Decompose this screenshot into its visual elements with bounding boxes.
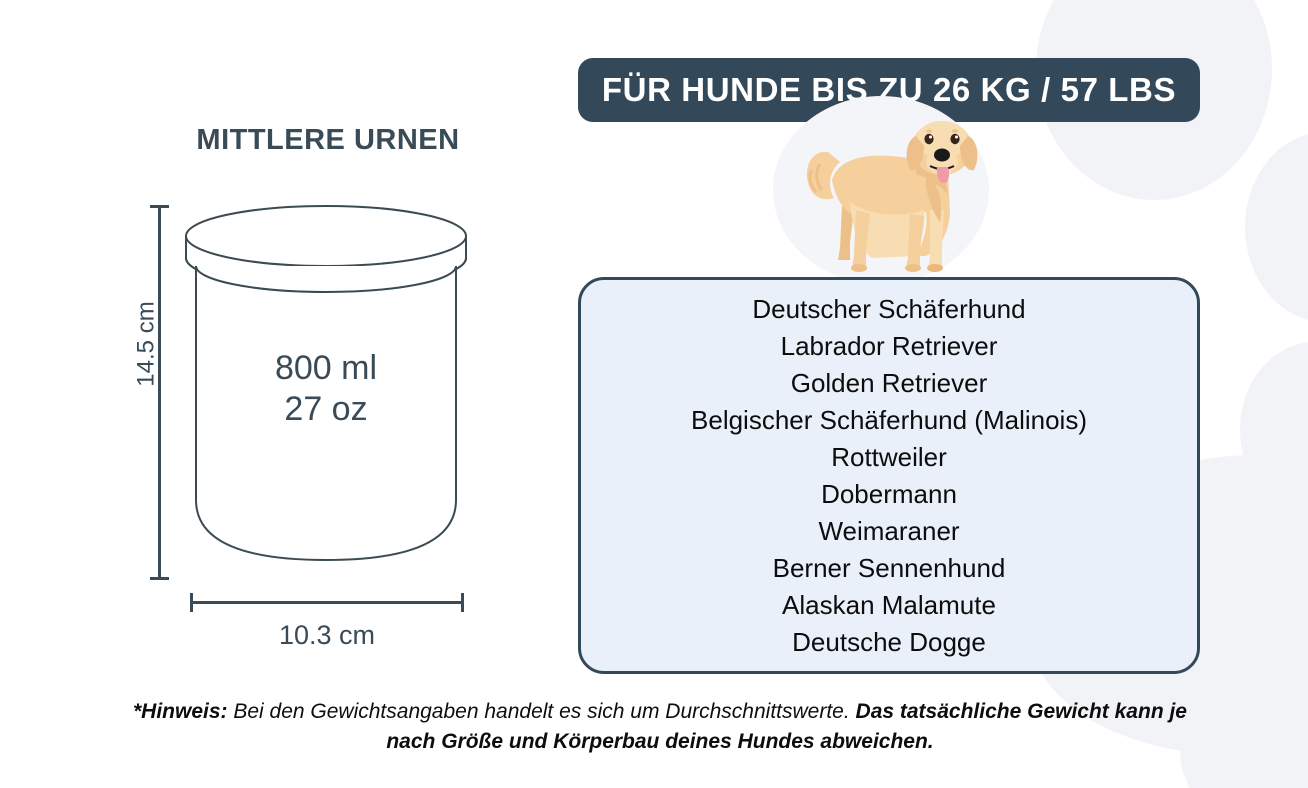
urn-capacity: 800 ml 27 oz	[182, 348, 470, 431]
breed-list-item: Belgischer Schäferhund (Malinois)	[691, 404, 1087, 435]
breed-list-item: Golden Retriever	[790, 367, 988, 398]
breed-list-item: Weimaraner	[818, 515, 960, 546]
paw-watermark-toe-2	[1245, 132, 1308, 322]
disclaimer-note: *Hinweis: Bei den Gewichtsangaben handel…	[130, 697, 1190, 757]
width-dimension-label: 10.3 cm	[278, 620, 376, 650]
breed-list-box: Deutscher Schäferhund Labrador Retriever…	[578, 277, 1200, 674]
golden-retriever-icon	[798, 110, 988, 272]
urn-outline-icon	[185, 205, 467, 562]
breed-list-item: Rottweiler	[831, 441, 947, 472]
breed-list-item: Deutscher Schäferhund	[752, 293, 1026, 324]
breed-list-item: Berner Sennenhund	[772, 552, 1006, 583]
disclaimer-middle: Bei den Gewichtsangaben handelt es sich …	[227, 700, 856, 723]
urn-size-title: MITTLERE URNEN	[196, 124, 460, 156]
breed-list-item: Deutsche Dogge	[792, 626, 986, 657]
urn-capacity-ml: 800 ml	[274, 349, 378, 387]
disclaimer-lead: *Hinweis:	[132, 700, 228, 723]
breed-list-item: Labrador Retriever	[780, 330, 998, 361]
breed-list-item: Alaskan Malamute	[782, 589, 996, 620]
urn-illustration	[182, 200, 470, 590]
paw-watermark-pad-2	[1180, 640, 1308, 788]
paw-watermark-toe-3	[1240, 342, 1308, 517]
width-dimension-line	[190, 593, 464, 612]
breed-list-item: Dobermann	[821, 478, 957, 509]
disclaimer-tail: Das tatsächliche Gewicht kann je nach Gr…	[386, 700, 1187, 753]
height-dimension-line	[150, 205, 169, 580]
urn-capacity-oz: 27 oz	[284, 390, 368, 429]
height-dimension-label: 14.5 cm	[132, 301, 160, 387]
